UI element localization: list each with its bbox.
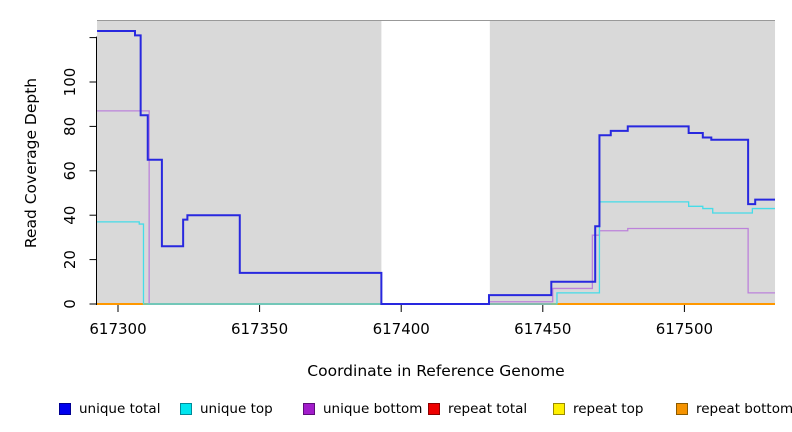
y-tick-label: 100: [61, 68, 79, 97]
y-tick-label: 80: [61, 117, 79, 136]
x-tick-label: 617350: [231, 320, 288, 338]
y-tick-label: 0: [61, 299, 79, 309]
series-line-unique-top: [97, 201, 775, 305]
y-axis-title: Read Coverage Depth: [22, 77, 40, 249]
x-tick-label: 617500: [656, 320, 713, 338]
y-tick-label: 40: [61, 206, 79, 225]
y-tick-label: 20: [61, 250, 79, 269]
y-tick-label: 60: [61, 161, 79, 180]
series-line-unique-total: [97, 29, 775, 305]
x-tick-label: 617450: [514, 320, 571, 338]
x-axis-title: Coordinate in Reference Genome: [307, 362, 565, 380]
x-tick-label: 617400: [373, 320, 430, 338]
shaded-region: [489, 21, 776, 305]
x-tick-label: 617300: [89, 320, 146, 338]
